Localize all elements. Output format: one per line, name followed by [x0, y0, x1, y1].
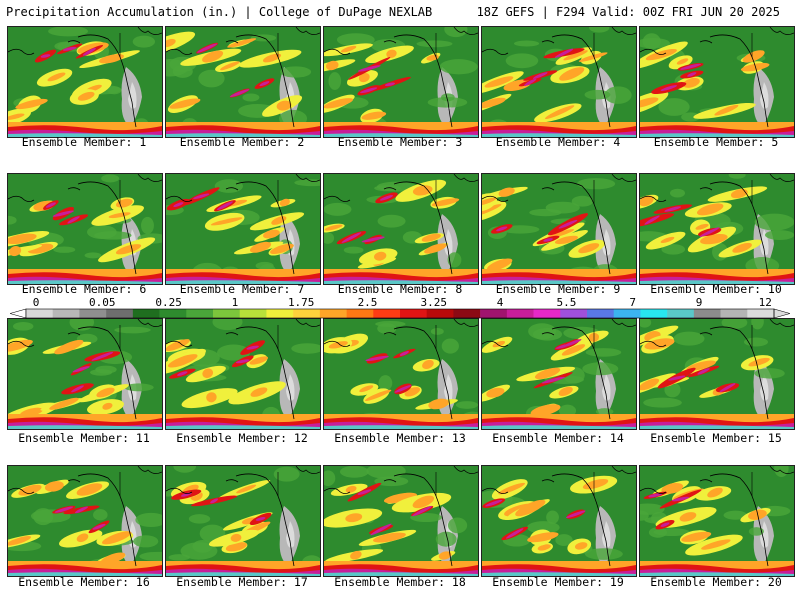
ensemble-member-label: Ensemble Member: 3	[337, 135, 463, 149]
colorbar-segment	[693, 309, 721, 318]
ensemble-member-label: Ensemble Member: 16	[18, 575, 150, 589]
ensemble-member-label: Ensemble Member: 7	[179, 282, 305, 296]
chart-title: Precipitation Accumulation (in.) | Colle…	[6, 5, 433, 19]
colorbar-segment	[400, 309, 428, 318]
ensemble-map-panel	[639, 173, 795, 285]
colorbar-tick-label: 9	[696, 297, 703, 309]
ensemble-map-panel	[323, 318, 479, 430]
colorbar-segment	[346, 309, 374, 318]
colorbar-segment	[373, 309, 401, 318]
ensemble-member-label: Ensemble Member: 5	[653, 135, 779, 149]
ensemble-member-label: Ensemble Member: 12	[176, 431, 308, 445]
precipitation-colorbar: 0 0.05 0.25 1 1.75 2.5 3.25 4 5.5 7 9 12	[10, 297, 790, 319]
ensemble-map-panel	[165, 173, 321, 285]
colorbar-segment	[239, 309, 267, 318]
ensemble-member-label: Ensemble Member: 6	[21, 282, 147, 296]
ensemble-member-label: Ensemble Member: 19	[492, 575, 624, 589]
ensemble-map-panel	[7, 173, 163, 285]
colorbar-outline	[25, 308, 775, 319]
ensemble-map-panel	[481, 465, 637, 577]
ensemble-map-panel	[639, 318, 795, 430]
ensemble-map-panel	[323, 465, 479, 577]
colorbar-segment	[560, 309, 588, 318]
ensemble-map-panel	[165, 318, 321, 430]
ensemble-map-panel	[323, 173, 479, 285]
colorbar-segment	[453, 309, 481, 318]
ensemble-map-panel	[639, 26, 795, 138]
ensemble-map-panel	[481, 26, 637, 138]
ensemble-member-label: Ensemble Member: 1	[21, 135, 147, 149]
colorbar-segment	[319, 309, 347, 318]
colorbar-segment	[159, 309, 187, 318]
colorbar-min-arrow	[10, 308, 27, 319]
run-valid-time: 18Z GEFS | F294 Valid: 00Z FRI JUN 20 20…	[476, 5, 780, 19]
colorbar-tick-label: 0.25	[155, 297, 182, 309]
colorbar-tick-label: 5.5	[556, 297, 576, 309]
colorbar-tick-label: 1	[232, 297, 239, 309]
ensemble-map-panel	[481, 173, 637, 285]
ensemble-map-panel	[7, 26, 163, 138]
colorbar-segment	[613, 309, 641, 318]
colorbar-segment	[293, 309, 321, 318]
ensemble-member-label: Ensemble Member: 17	[176, 575, 308, 589]
colorbar-segment	[506, 309, 534, 318]
colorbar-segment	[480, 309, 508, 318]
colorbar-segment	[747, 309, 775, 318]
colorbar-segment	[106, 309, 134, 318]
colorbar-tick-label: 0	[33, 297, 40, 309]
colorbar-tick-label: 3.25	[421, 297, 448, 309]
colorbar-segment	[186, 309, 214, 318]
colorbar-segment	[213, 309, 241, 318]
colorbar-tick-label: 7	[629, 297, 636, 309]
colorbar-tick-label: 2.5	[358, 297, 378, 309]
colorbar-segment	[266, 309, 294, 318]
colorbar-segment	[533, 309, 561, 318]
colorbar-tick-label: 0.05	[89, 297, 116, 309]
ensemble-map-panel	[481, 318, 637, 430]
ensemble-member-label: Ensemble Member: 4	[495, 135, 621, 149]
colorbar-segment	[26, 309, 54, 318]
colorbar-tick-label: 12	[759, 297, 772, 309]
ensemble-member-label: Ensemble Member: 15	[650, 431, 782, 445]
ensemble-member-label: Ensemble Member: 9	[495, 282, 621, 296]
ensemble-member-label: Ensemble Member: 13	[334, 431, 466, 445]
colorbar-tick-label: 1.75	[288, 297, 315, 309]
ensemble-member-label: Ensemble Member: 10	[650, 282, 782, 296]
colorbar-tick-label: 4	[497, 297, 504, 309]
colorbar-segment	[587, 309, 615, 318]
colorbar-segment	[79, 309, 107, 318]
ensemble-member-label: Ensemble Member: 14	[492, 431, 624, 445]
ensemble-map-panel	[639, 465, 795, 577]
ensemble-map-panel	[7, 465, 163, 577]
ensemble-map-panel	[165, 465, 321, 577]
ensemble-map-panel	[165, 26, 321, 138]
ensemble-map-panel	[7, 318, 163, 430]
ensemble-map-panel	[323, 26, 479, 138]
colorbar-segment	[52, 309, 80, 318]
colorbar-segment	[720, 309, 748, 318]
ensemble-member-label: Ensemble Member: 20	[650, 575, 782, 589]
colorbar-segment	[667, 309, 695, 318]
ensemble-member-label: Ensemble Member: 2	[179, 135, 305, 149]
ensemble-member-label: Ensemble Member: 8	[337, 282, 463, 296]
colorbar-segment	[640, 309, 668, 318]
colorbar-max-arrow	[773, 308, 790, 319]
ensemble-member-label: Ensemble Member: 11	[18, 431, 150, 445]
colorbar-segment	[132, 309, 160, 318]
ensemble-member-label: Ensemble Member: 18	[334, 575, 466, 589]
colorbar-segment	[426, 309, 454, 318]
